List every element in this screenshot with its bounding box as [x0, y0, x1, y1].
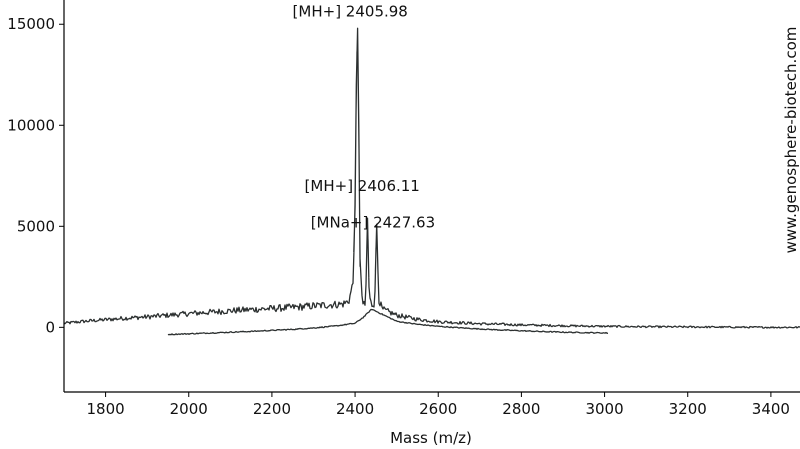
peak-annotation: [MH+] 2405.98 [293, 2, 408, 20]
y-tick-label: 5000 [17, 217, 55, 235]
y-tick-label: 0 [45, 318, 55, 336]
x-tick-label: 2200 [253, 400, 291, 418]
y-tick-label: 15000 [7, 15, 55, 33]
x-tick-label: 2600 [419, 400, 457, 418]
spectrum-line-1 [63, 27, 800, 329]
x-tick-label: 3000 [585, 400, 623, 418]
x-tick-label: 2000 [170, 400, 208, 418]
peak-annotation: [MH+] 2406.11 [305, 177, 420, 195]
axes-layer: 1800 2000 2200 2400 2600 2800 3000 3200 3400 0 500… [7, 0, 800, 418]
peak-annotation: [MNa+] 2427.63 [311, 213, 435, 231]
spectrum-line-2 [167, 308, 609, 336]
series-layer [63, 27, 800, 336]
x-tick-label: 3400 [752, 400, 790, 418]
watermark-text: www.genosphere-biotech.com [782, 27, 800, 254]
x-tick-label: 2800 [502, 400, 540, 418]
annotation-layer: [MH+] 2405.98 [MH+] 2406.11 [MNa+] 2427.63 [293, 2, 436, 231]
x-tick-label: 3200 [669, 400, 707, 418]
y-tick-label: 10000 [7, 116, 55, 134]
x-tick-label: 2400 [336, 400, 374, 418]
x-tick-label: 1800 [86, 400, 124, 418]
x-axis-title: Mass (m/z) [390, 429, 472, 447]
